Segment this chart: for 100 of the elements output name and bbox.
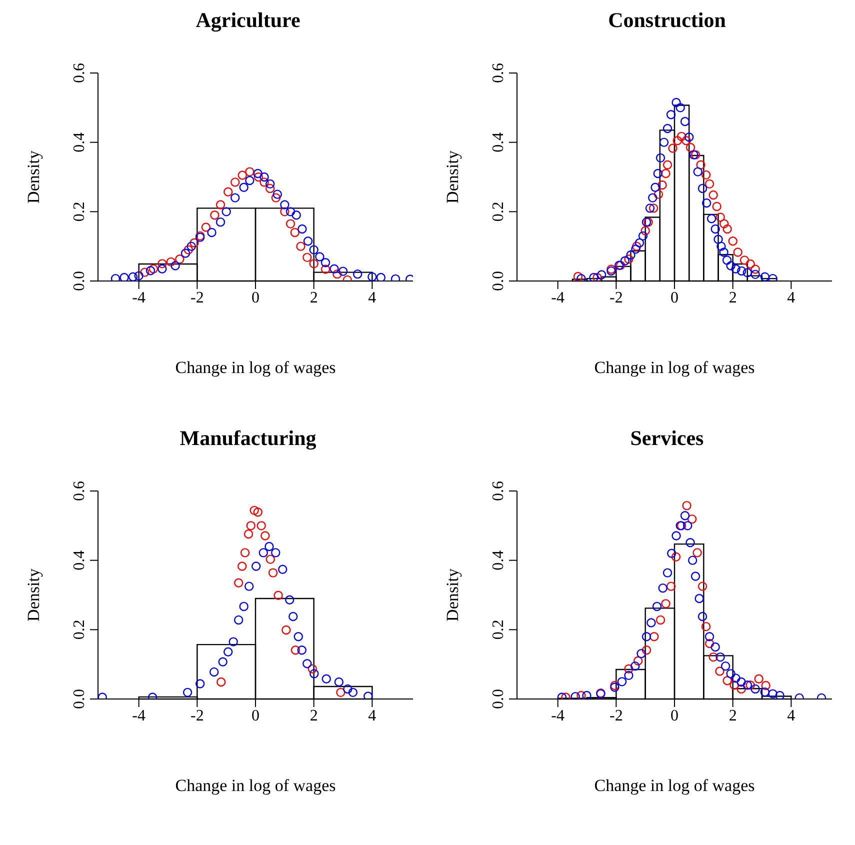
point: [715, 666, 724, 676]
y-tick-label: 0.4: [490, 550, 507, 570]
point: [320, 264, 330, 274]
point: [596, 270, 606, 280]
point: [693, 167, 702, 176]
point: [731, 674, 740, 683]
point: [376, 272, 386, 281]
point: [672, 136, 682, 146]
x-tick-label: -2: [190, 707, 204, 724]
x-tick-label: 0: [252, 707, 260, 724]
point: [334, 677, 344, 687]
x-tick-label: 4: [368, 707, 376, 724]
point: [656, 153, 666, 163]
point: [290, 228, 300, 238]
point: [620, 256, 630, 266]
x-tick-label: 2: [728, 289, 737, 306]
point: [683, 521, 692, 530]
x-tick-label: -2: [610, 707, 623, 724]
x-tick-label: 2: [728, 707, 737, 724]
point: [701, 622, 711, 632]
x-tick-label: -4: [551, 289, 564, 306]
point: [223, 187, 233, 197]
point: [722, 256, 732, 265]
point: [666, 582, 676, 591]
x-tick-label: 0: [670, 289, 678, 306]
point: [260, 172, 269, 182]
point: [658, 180, 667, 190]
point: [245, 167, 254, 176]
y-tick-label: 0.2: [490, 620, 507, 640]
x-tick-label: 0: [670, 707, 678, 724]
point: [140, 268, 150, 277]
point: [245, 176, 254, 186]
point: [634, 238, 644, 248]
point: [672, 531, 681, 540]
y-tick-label: 0.2: [490, 202, 507, 222]
point: [649, 632, 659, 642]
point: [704, 632, 714, 642]
chart-title: Construction: [607, 8, 727, 33]
x-tick-label: -2: [190, 289, 204, 306]
point: [706, 214, 716, 224]
point: [662, 124, 672, 134]
point: [652, 602, 662, 612]
chart-title: Services: [629, 426, 705, 451]
point: [309, 259, 318, 268]
point: [296, 242, 306, 251]
point: [746, 259, 755, 269]
y-axis-title: Density: [443, 150, 462, 204]
point: [209, 667, 219, 677]
point: [280, 200, 290, 210]
point: [662, 568, 672, 578]
point: [630, 661, 640, 671]
point: [166, 257, 176, 267]
point: [570, 692, 580, 699]
point: [642, 646, 652, 655]
point: [228, 637, 238, 646]
point: [702, 198, 712, 208]
point: [216, 217, 226, 227]
x-tick-label: -4: [132, 707, 146, 724]
point: [264, 542, 274, 552]
x-tick-label: 2: [310, 289, 318, 306]
point: [701, 170, 711, 180]
point: [719, 219, 729, 228]
point: [716, 652, 725, 662]
point: [134, 271, 144, 280]
point: [239, 182, 248, 192]
x-tick-label: -4: [132, 289, 146, 306]
point: [658, 583, 668, 593]
point: [708, 652, 718, 662]
point: [239, 602, 248, 612]
point: [244, 529, 254, 539]
point: [330, 264, 339, 274]
point: [712, 202, 722, 212]
point: [719, 248, 728, 257]
point: [201, 222, 211, 232]
point: [646, 618, 656, 628]
point: [363, 692, 373, 699]
point: [726, 669, 736, 678]
point: [230, 178, 240, 187]
point: [266, 554, 275, 564]
point: [680, 116, 690, 126]
point: [148, 264, 158, 274]
point: [728, 236, 738, 246]
point: [656, 615, 666, 625]
point: [754, 674, 764, 684]
y-tick-label: 0.2: [71, 620, 88, 640]
point: [288, 612, 298, 622]
point: [671, 552, 681, 562]
point: [120, 272, 129, 281]
point: [714, 234, 723, 244]
point: [661, 599, 670, 608]
point: [676, 103, 685, 112]
point: [730, 680, 739, 690]
y-tick-label: 0.0: [490, 271, 507, 291]
point: [750, 270, 760, 280]
point: [260, 178, 269, 187]
point: [332, 269, 342, 279]
point: [736, 677, 746, 687]
point: [576, 274, 586, 281]
y-tick-label: 0.0: [490, 689, 507, 709]
chart-title: Manufacturing: [178, 426, 318, 451]
